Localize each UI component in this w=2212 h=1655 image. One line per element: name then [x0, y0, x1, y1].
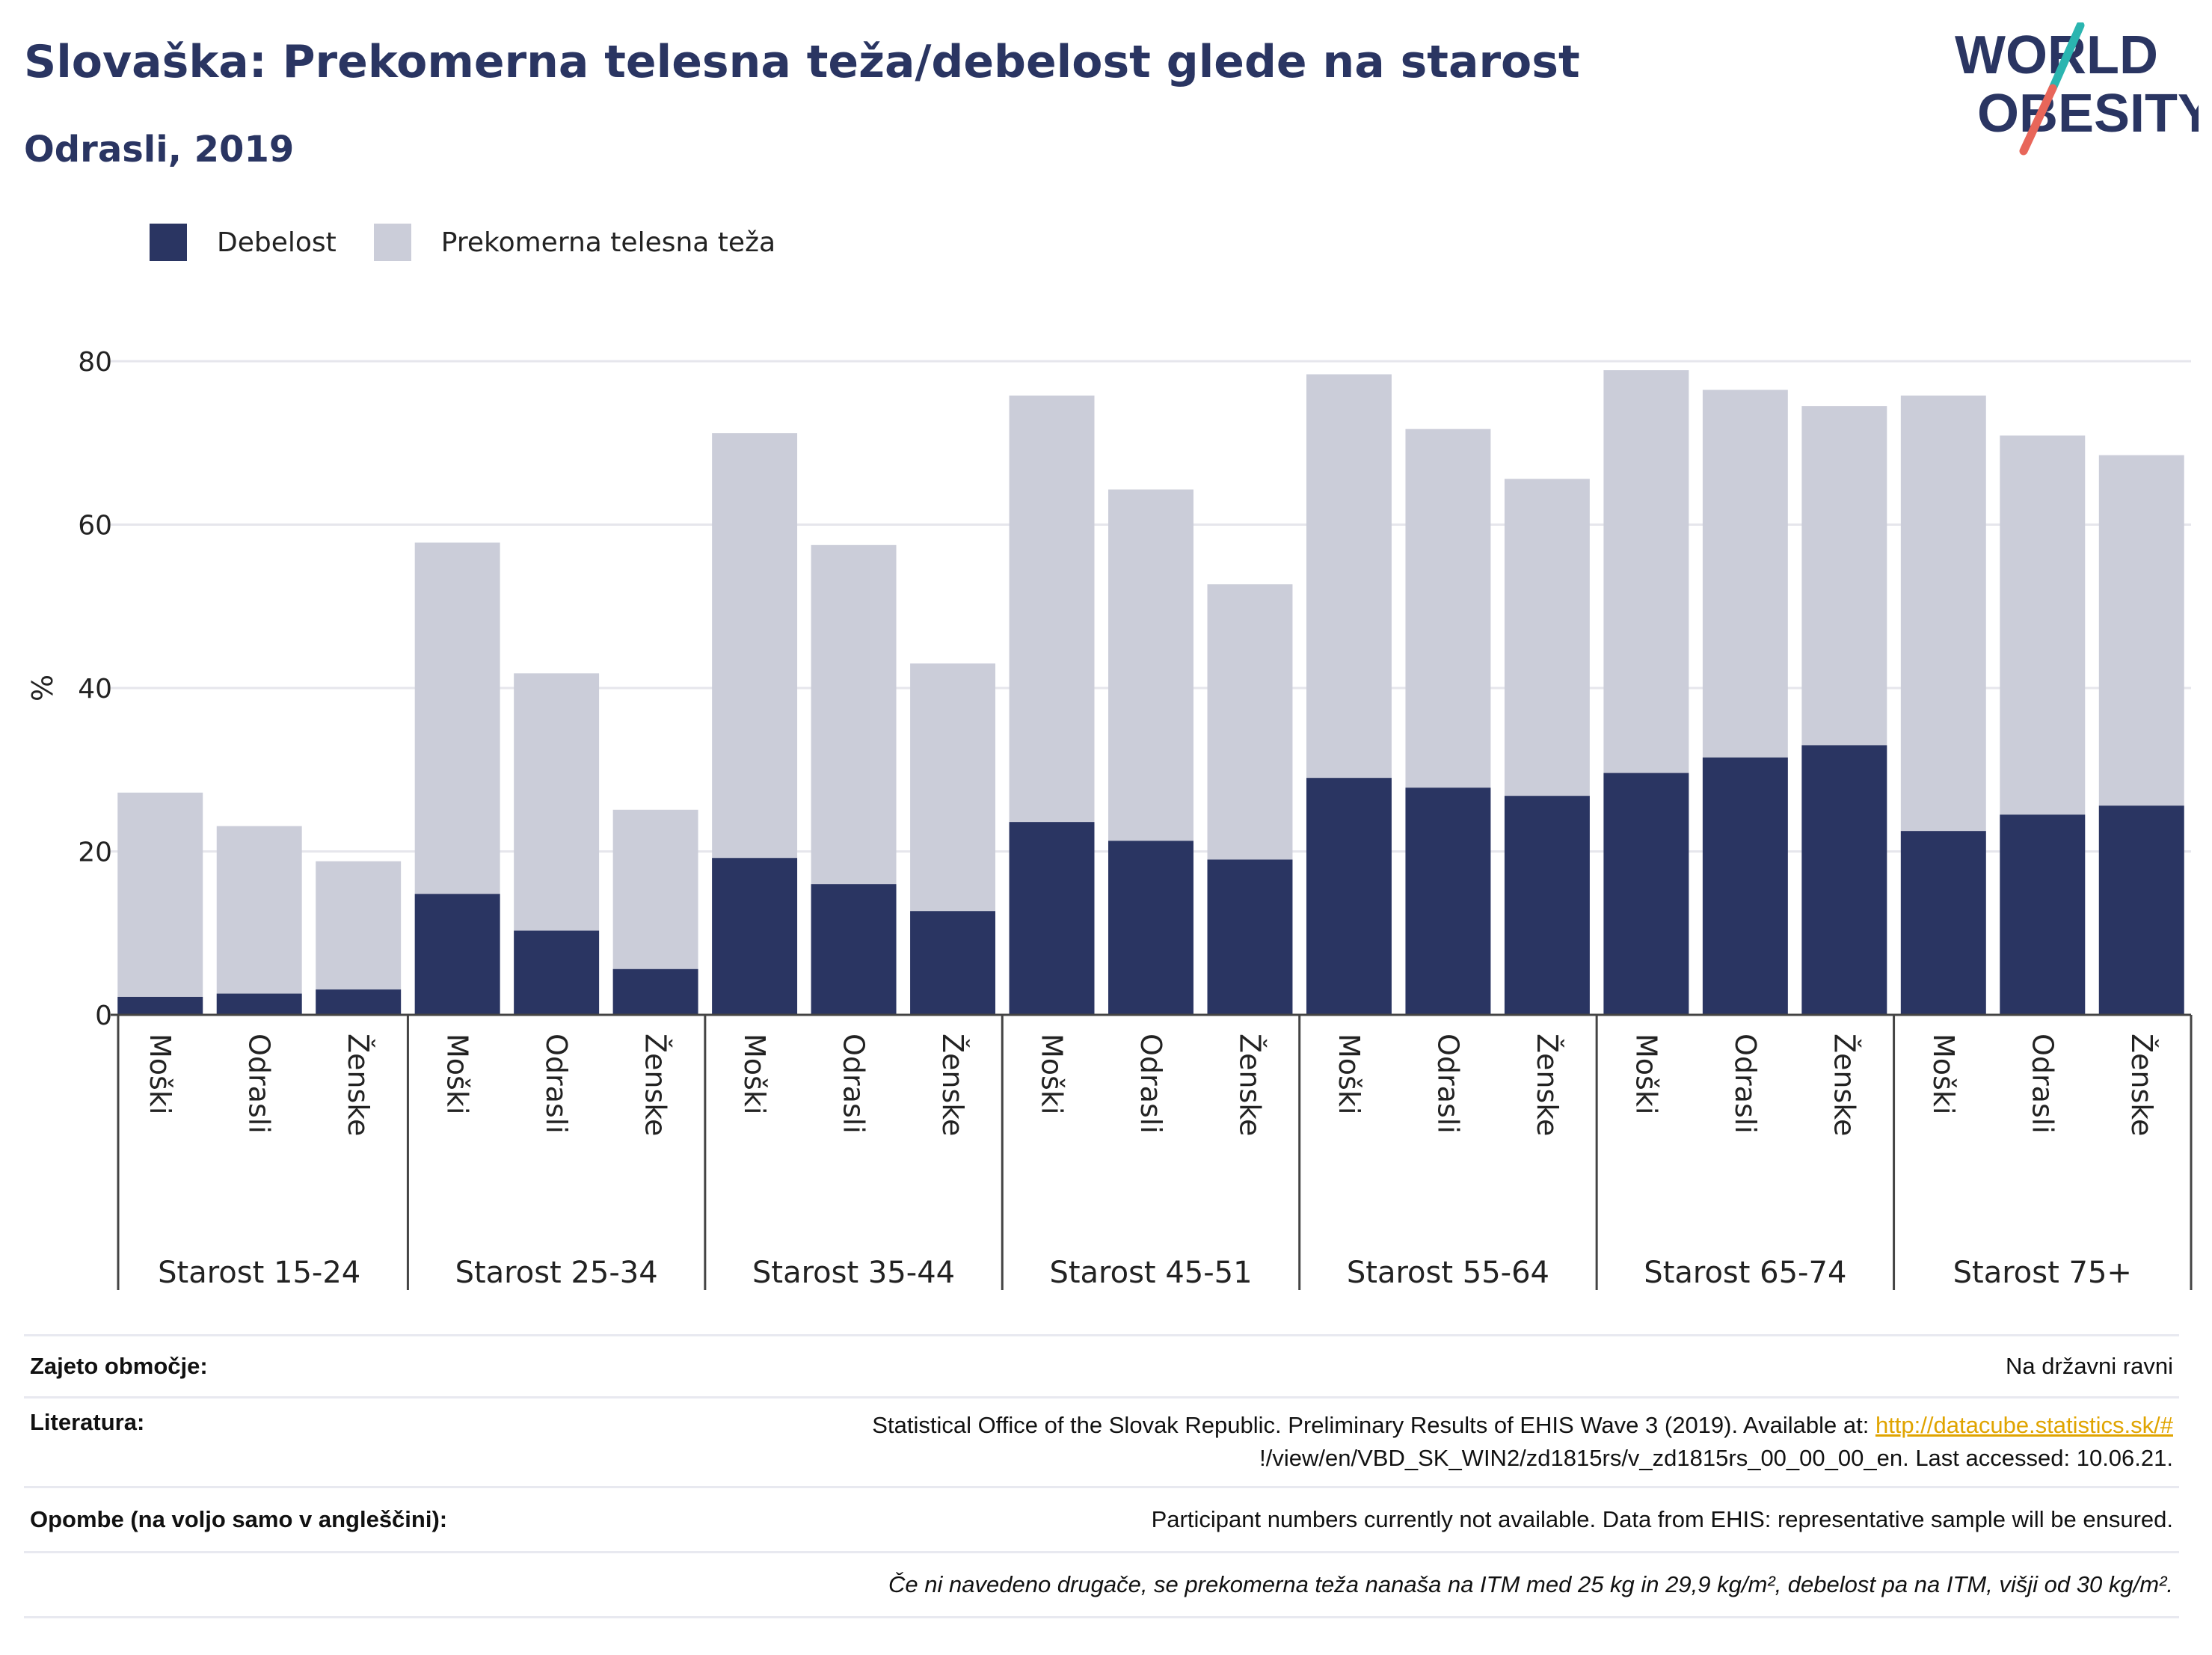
x-tick-label-6: Moški — [738, 1034, 771, 1114]
x-tick-label-2: Ženske — [342, 1034, 375, 1136]
bar-obesity-3 — [414, 894, 500, 1015]
group-label-4: Starost 55-64 — [1347, 1256, 1549, 1290]
references-text-suffix: !/view/en/VBD_SK_WIN2/zd1815rs/v_zd1815r… — [1259, 1445, 2173, 1471]
bar-obesity-19 — [2000, 814, 2086, 1015]
y-tick-label-80: 80 — [78, 347, 112, 378]
x-tick-label-17: Ženske — [1828, 1034, 1861, 1136]
legend-label-debelost: Debelost — [217, 227, 337, 258]
x-tick-label-7: Odrasli — [838, 1034, 870, 1134]
logo-text-line2: OBESITY — [1977, 84, 2199, 144]
bar-obesity-16 — [1702, 757, 1788, 1015]
chart-title: Slovaška: Prekomerna telesna teža/debelo… — [24, 36, 1580, 88]
bar-obesity-6 — [712, 858, 798, 1015]
bar-overweight-0 — [117, 792, 203, 1015]
footer-label-coverage: Zajeto območje: — [30, 1353, 208, 1379]
x-tick-label-15: Moški — [1629, 1034, 1662, 1114]
bar-obesity-14 — [1504, 796, 1590, 1015]
x-tick-label-3: Moški — [441, 1034, 474, 1114]
bar-obesity-12 — [1306, 778, 1392, 1015]
group-label-0: Starost 15-24 — [158, 1256, 360, 1290]
bar-chart: 0 20 40 60 80% Moški Odrasli Ženske Moški Odrasli… — [26, 347, 2193, 1290]
footer-value-coverage: Na državni ravni — [2006, 1353, 2173, 1379]
x-tick-label-18: Moški — [1927, 1034, 1960, 1114]
bar-overweight-2 — [316, 861, 402, 1015]
y-tick-label-60: 60 — [78, 511, 112, 541]
x-tick-label-10: Odrasli — [1134, 1034, 1167, 1134]
footer-row-notes: Opombe (na voljo samo v angleščini): Par… — [24, 1486, 2179, 1551]
bar-obesity-2 — [316, 989, 402, 1015]
logo-slash-top — [2048, 22, 2085, 93]
x-tick-label-9: Moški — [1036, 1034, 1069, 1114]
references-text: Statistical Office of the Slovak Republi… — [872, 1412, 1875, 1438]
legend-swatch-debelost — [150, 224, 187, 261]
y-axis-title: % — [26, 675, 59, 701]
chart-subtitle: Odrasli, 2019 — [24, 129, 295, 171]
legend-item-debelost: Debelost — [150, 224, 337, 261]
bar-obesity-15 — [1603, 773, 1689, 1015]
bar-obesity-8 — [910, 911, 996, 1015]
legend-swatch-prekomerna — [373, 224, 411, 261]
bar-obesity-13 — [1405, 787, 1491, 1015]
x-tick-label-20: Ženske — [2125, 1034, 2158, 1136]
legend-label-prekomerna: Prekomerna telesna teža — [440, 227, 776, 258]
footer-label-notes: Opombe (na voljo samo v angleščini): — [30, 1506, 448, 1532]
bar-obesity-1 — [216, 993, 302, 1015]
footer-value-notes: Participant numbers currently not availa… — [1151, 1506, 2173, 1532]
chart-legend: Debelost Prekomerna telesna teža — [150, 221, 813, 263]
group-label-2: Starost 35-44 — [752, 1256, 955, 1290]
x-tick-label-13: Odrasli — [1431, 1034, 1464, 1134]
x-tick-label-5: Ženske — [639, 1034, 672, 1136]
y-tick-label-20: 20 — [78, 838, 112, 868]
footer-row-definition: Če ni navedeno drugače, se prekomerna te… — [24, 1551, 2179, 1618]
y-tick-label-0: 0 — [95, 1001, 112, 1031]
x-tick-label-19: Odrasli — [2026, 1034, 2059, 1134]
x-tick-label-11: Ženske — [1233, 1034, 1266, 1136]
footer-row-references: Literatura: Statistical Office of the Sl… — [24, 1396, 2179, 1486]
bar-obesity-17 — [1801, 745, 1887, 1015]
footer-row-coverage: Zajeto območje: Na državni ravni — [24, 1334, 2179, 1396]
x-tick-label-12: Moški — [1333, 1034, 1365, 1114]
bar-obesity-20 — [2098, 805, 2184, 1015]
x-tick-label-14: Ženske — [1531, 1034, 1564, 1136]
world-obesity-logo: WORLD OBESITY — [1955, 22, 2199, 156]
bar-obesity-9 — [1009, 822, 1095, 1015]
bar-obesity-0 — [117, 996, 203, 1015]
footer-label-references: Literatura: — [30, 1409, 145, 1435]
x-tick-label-0: Moški — [144, 1034, 176, 1114]
bar-obesity-10 — [1108, 841, 1193, 1015]
references-link[interactable]: http://datacube.statistics.sk/# — [1875, 1412, 2173, 1438]
y-tick-label-40: 40 — [78, 674, 112, 704]
footer-definition-note: Če ni navedeno drugače, se prekomerna te… — [888, 1571, 2173, 1597]
bar-overweight-1 — [216, 826, 302, 1015]
bar-obesity-5 — [612, 968, 698, 1015]
x-tick-label-8: Ženske — [936, 1034, 969, 1136]
bar-obesity-4 — [514, 930, 600, 1015]
footer-value-references: Statistical Office of the Slovak Republi… — [872, 1409, 2173, 1486]
group-label-3: Starost 45-51 — [1049, 1256, 1252, 1290]
bar-obesity-11 — [1207, 859, 1293, 1015]
x-tick-label-16: Odrasli — [1729, 1034, 1762, 1134]
bar-obesity-18 — [1900, 831, 1986, 1015]
x-tick-label-4: Odrasli — [540, 1034, 573, 1134]
group-label-1: Starost 25-34 — [455, 1256, 658, 1290]
x-tick-label-1: Odrasli — [243, 1034, 276, 1134]
logo-slash-bottom — [2019, 84, 2057, 156]
group-label-6: Starost 75+ — [1953, 1256, 2132, 1290]
group-label-5: Starost 65-74 — [1644, 1256, 1846, 1290]
bar-obesity-7 — [811, 884, 897, 1015]
chart-footer: Zajeto območje: Na državni ravni Literat… — [24, 1334, 2179, 1618]
legend-item-prekomerna: Prekomerna telesna teža — [373, 224, 776, 261]
